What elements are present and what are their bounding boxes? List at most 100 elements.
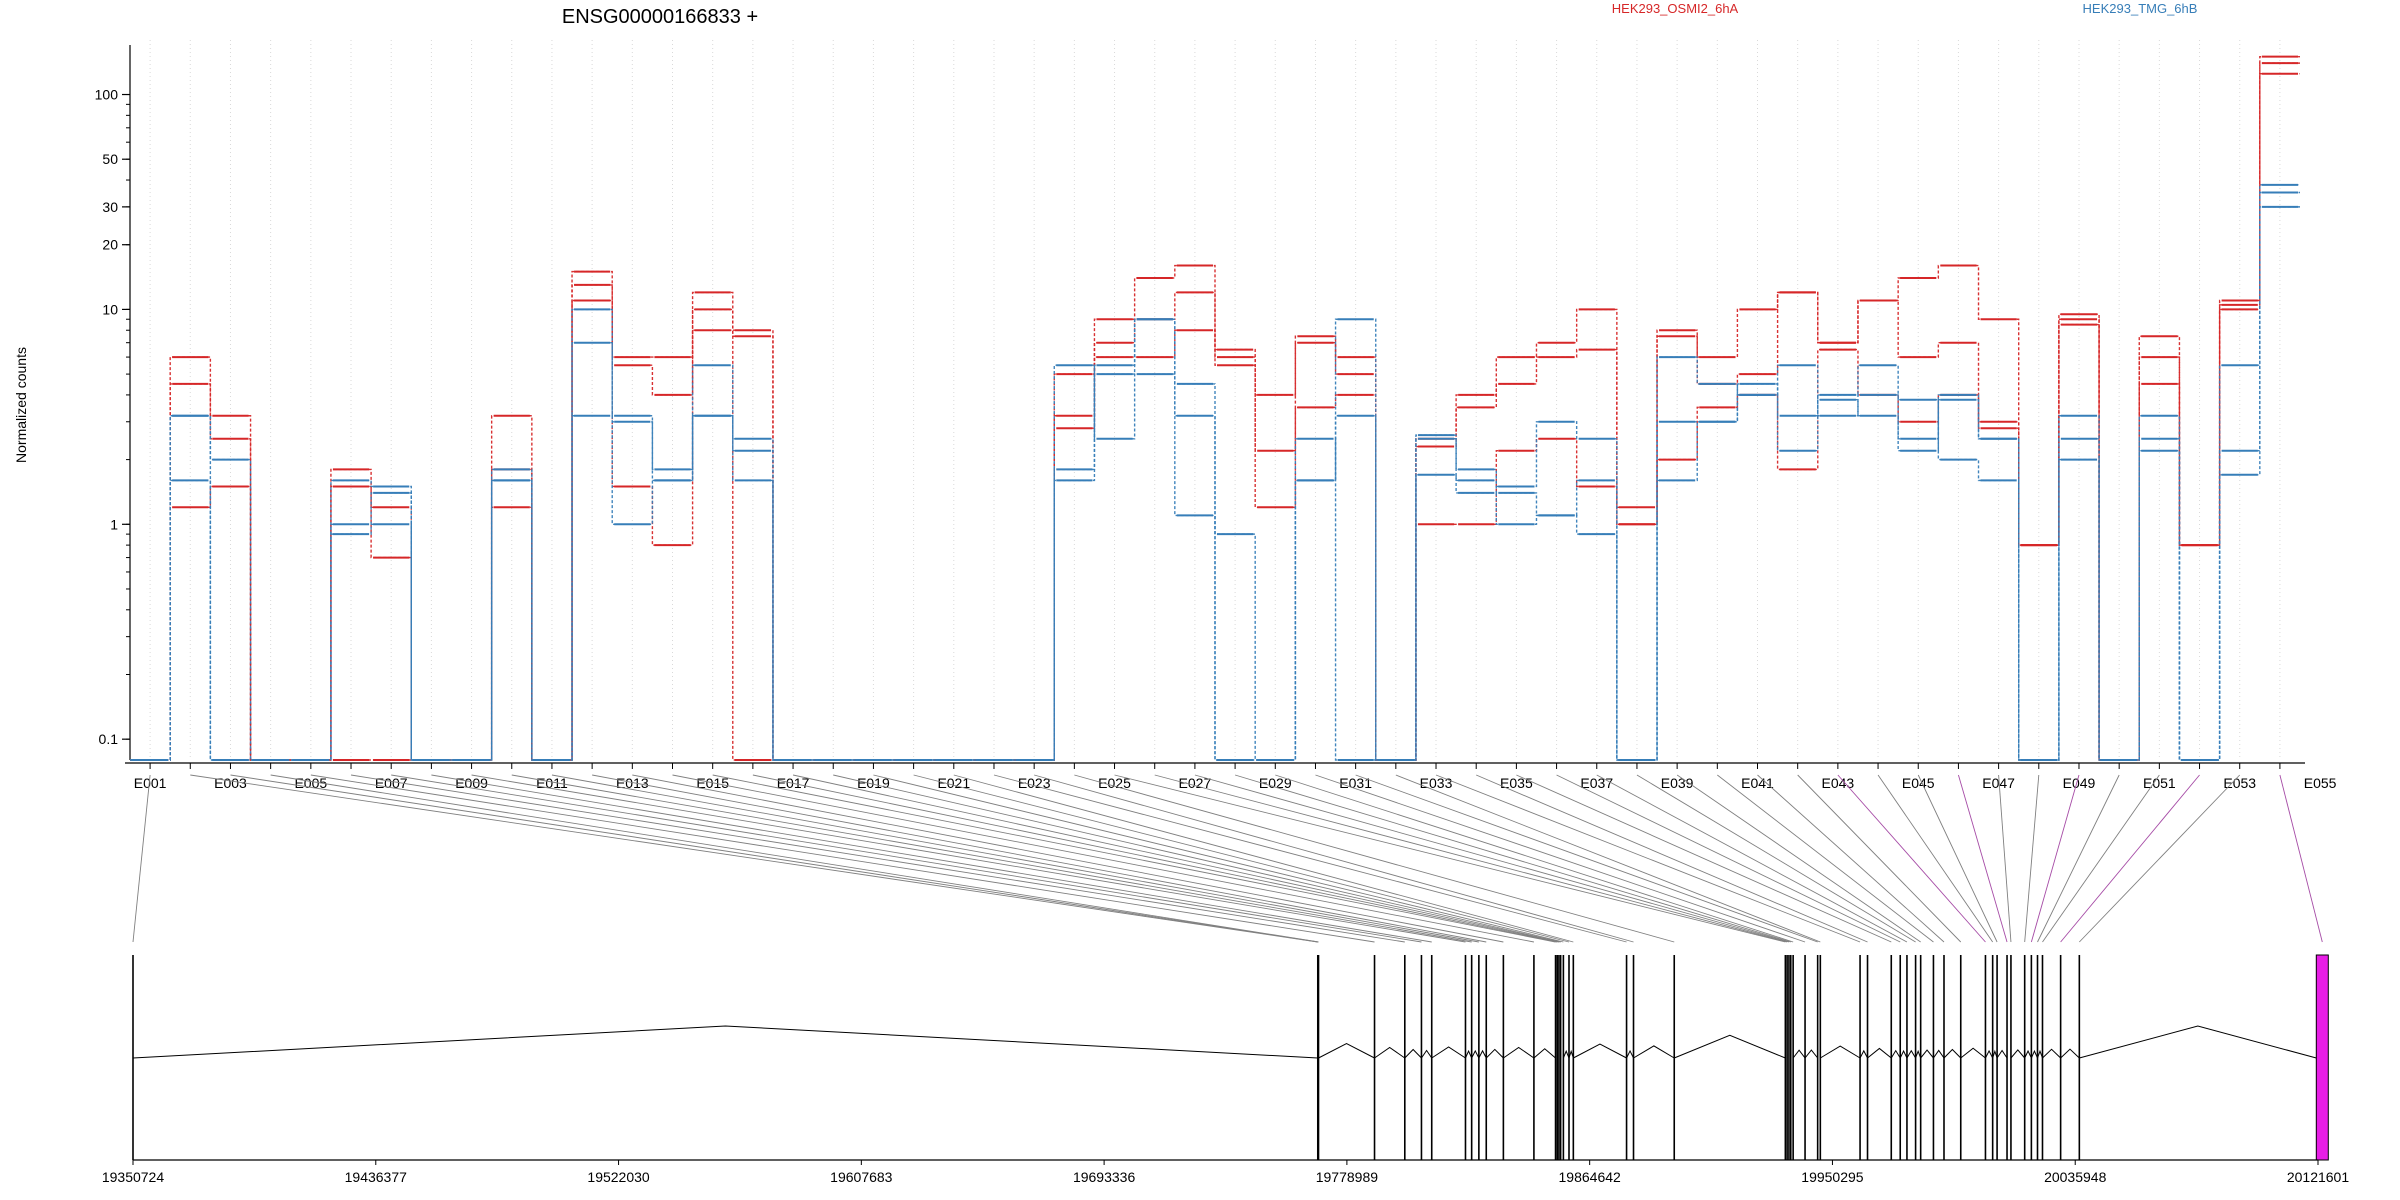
y-tick-label: 100 (95, 87, 119, 103)
connector-line (431, 774, 1432, 943)
connector-line (2079, 774, 2241, 943)
x-tick-label: E013 (616, 775, 649, 791)
intron-line (1465, 1049, 1473, 1059)
intron-line (1485, 1048, 1504, 1059)
y-axis-label: Normalized counts (13, 347, 29, 463)
connector-line (391, 774, 1422, 943)
genomic-tick-label: 19436377 (345, 1169, 408, 1185)
intron-line (2042, 1048, 2061, 1059)
connector-line (1797, 774, 1962, 943)
legend-label-osmi2: HEK293_OSMI2_6hA (1612, 1, 1739, 16)
x-tick-label: E025 (1098, 775, 1131, 791)
intron-line (1471, 1049, 1480, 1059)
connector-line (1957, 774, 2008, 943)
intron-line (1985, 1049, 1994, 1059)
connector-line (833, 774, 1561, 943)
connector-line (2030, 774, 2080, 943)
connector-line (1877, 774, 1994, 943)
intron-line (2060, 1048, 2080, 1059)
intron-line (1906, 1049, 1917, 1059)
connector-line (1275, 774, 1794, 943)
intron-line (2010, 1049, 2026, 1059)
y-tick-label: 30 (102, 199, 118, 215)
series-line (130, 191, 2300, 761)
connector-line (873, 774, 1564, 943)
x-tick-label: E045 (1902, 775, 1935, 791)
connector-line (350, 774, 1405, 943)
y-tick-label: 0.1 (99, 731, 119, 747)
intron-line (1960, 1047, 1986, 1059)
genomic-tick-label: 19950295 (1801, 1169, 1864, 1185)
connector-line (310, 774, 1375, 943)
connector-line (2279, 774, 2323, 943)
gene-model (132, 954, 2329, 1161)
connector-line (2024, 774, 2040, 943)
x-tick-label: E047 (1982, 775, 2015, 791)
connector-line (2060, 774, 2200, 943)
x-tick-label: E039 (1661, 775, 1694, 791)
intron-line (1503, 1046, 1535, 1059)
genomic-tick-label: 19350724 (102, 1169, 165, 1185)
connector-line (1074, 774, 1675, 943)
connector-line (190, 774, 1318, 943)
intron-line (1792, 1049, 1806, 1059)
y-axis: 0.1 1 10 20 30 50 100 (95, 45, 131, 760)
connector-line (1476, 774, 1868, 943)
connector-line (913, 774, 1570, 943)
x-tick-label: E053 (2223, 775, 2256, 791)
intron-line (1933, 1049, 1945, 1059)
intron-line (1867, 1047, 1892, 1059)
x-tick-label: E041 (1741, 775, 1774, 791)
connector-line (712, 774, 1556, 943)
x-tick-label: E023 (1018, 775, 1051, 791)
intron-line (1573, 1043, 1627, 1059)
intron-line (1318, 1043, 1375, 1059)
x-tick-label: E027 (1179, 775, 1212, 791)
intron-line (1533, 1048, 1556, 1059)
genomic-tick-label: 19864642 (1559, 1169, 1622, 1185)
connector-line (953, 774, 1574, 943)
intron-line (2037, 1049, 2043, 1059)
connector-line (993, 774, 1627, 943)
genomic-tick-label: 19607683 (830, 1169, 893, 1185)
connector-line (1234, 774, 1791, 943)
x-tick-label: E051 (2143, 775, 2176, 791)
series-line (130, 206, 2300, 761)
connector-line (1315, 774, 1806, 943)
intron-line (1859, 1049, 1868, 1059)
intron-line (1374, 1046, 1406, 1059)
connector-line (2042, 774, 2160, 943)
genomic-tick-label: 20035948 (2044, 1169, 2107, 1185)
x-tick-label: E007 (375, 775, 408, 791)
x-tick-label: E029 (1259, 775, 1292, 791)
intron-line (1890, 1049, 1901, 1059)
connector-line (592, 774, 1487, 943)
connector-line (1556, 774, 1901, 943)
x-tick-label: E049 (2063, 775, 2096, 791)
connector-line (1194, 774, 1790, 943)
connector-line (270, 774, 1319, 943)
y-tick-label: 1 (110, 516, 118, 532)
x-tick-label: E001 (134, 775, 167, 791)
intron-line (1478, 1049, 1487, 1059)
chart-title: ENSG00000166833 + (562, 6, 758, 28)
intron-line (1562, 1049, 1570, 1059)
x-tick-label: E005 (294, 775, 327, 791)
x-tick-label: E043 (1822, 775, 1855, 791)
connector-line (1435, 774, 1861, 943)
y-tick-label: 10 (102, 301, 118, 317)
connector-line (471, 774, 1466, 943)
connector-line (672, 774, 1534, 943)
intron-line (132, 1025, 1318, 1059)
series-line (130, 55, 2300, 761)
exon-connectors (132, 774, 2323, 943)
connector-line (1757, 774, 1945, 943)
connector-line (1998, 774, 2012, 943)
connector-line (1034, 774, 1634, 943)
connector-line (1676, 774, 1921, 943)
intron-line (1431, 1046, 1466, 1059)
connector-line (1154, 774, 1788, 943)
intron-line (1920, 1049, 1934, 1059)
connector-line (632, 774, 1504, 943)
